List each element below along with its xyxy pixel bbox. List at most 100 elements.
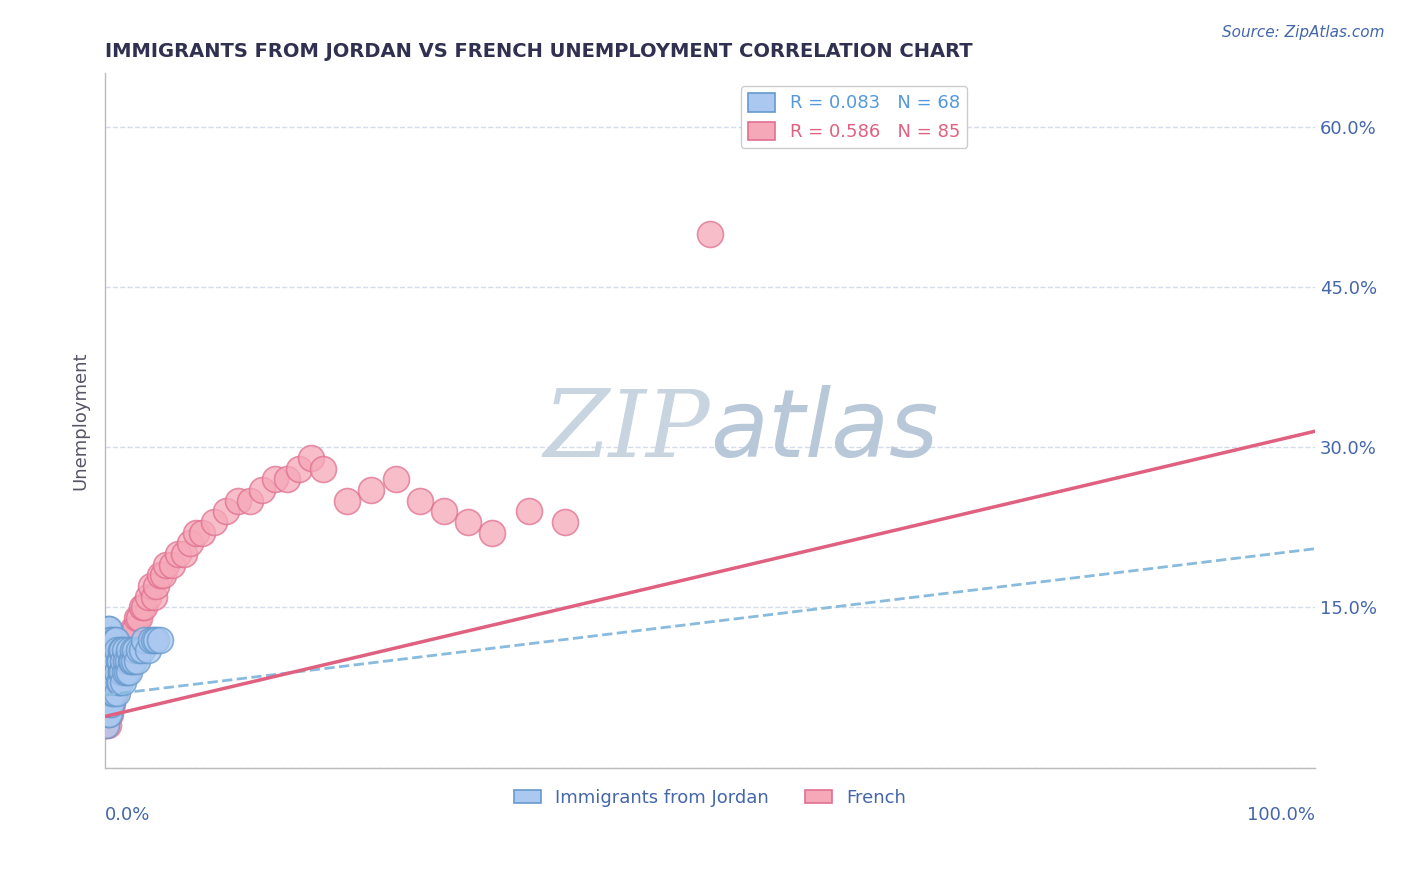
Point [276,472,298,486]
Y-axis label: Unemployment: Unemployment [72,351,89,490]
Point [104,686,127,700]
Point [457,515,479,529]
Point [100,697,122,711]
Point [107,665,129,679]
Point [108,675,131,690]
Point [98,654,121,668]
Point [111,654,134,668]
Point [152,568,174,582]
Point [103,665,125,679]
Point [105,654,128,668]
Point [100,654,122,668]
Point [100,675,122,690]
Point [141,632,163,647]
Point [103,665,125,679]
Point [110,643,132,657]
Point [312,461,335,475]
Point [360,483,382,497]
Point [98,632,121,647]
Point [110,665,132,679]
Point [141,579,163,593]
Point [98,665,121,679]
Point [100,697,122,711]
Point [131,643,153,657]
Point [699,227,721,241]
Point [173,547,195,561]
Point [124,643,146,657]
Point [103,643,125,657]
Point [97,643,120,657]
Point [101,643,124,657]
Point [97,665,120,679]
Point [96,675,118,690]
Point [142,632,165,647]
Point [97,707,120,722]
Point [110,643,132,657]
Point [149,568,172,582]
Point [115,665,138,679]
Legend: Immigrants from Jordan, French: Immigrants from Jordan, French [506,781,914,814]
Point [481,525,503,540]
Point [97,686,120,700]
Point [101,697,124,711]
Point [128,643,150,657]
Point [299,450,322,465]
Point [118,643,141,657]
Point [122,654,145,668]
Point [112,675,135,690]
Point [97,665,120,679]
Point [111,665,134,679]
Point [112,654,135,668]
Point [145,579,167,593]
Point [103,686,125,700]
Point [104,675,127,690]
Point [101,686,124,700]
Point [117,632,139,647]
Point [105,675,128,690]
Point [96,675,118,690]
Point [136,643,159,657]
Point [191,525,214,540]
Point [97,686,120,700]
Point [97,622,120,636]
Point [114,643,136,657]
Point [215,504,238,518]
Point [166,547,188,561]
Point [105,686,128,700]
Point [252,483,274,497]
Point [239,493,262,508]
Point [108,665,131,679]
Point [160,558,183,572]
Text: ZIP: ZIP [544,386,710,476]
Text: IMMIGRANTS FROM JORDAN VS FRENCH UNEMPLOYMENT CORRELATION CHART: IMMIGRANTS FROM JORDAN VS FRENCH UNEMPLO… [105,42,973,61]
Point [111,632,134,647]
Point [184,525,207,540]
Point [128,611,150,625]
Point [125,654,148,668]
Point [112,654,135,668]
Point [97,654,120,668]
Text: Source: ZipAtlas.com: Source: ZipAtlas.com [1222,25,1385,40]
Point [114,632,136,647]
Point [263,472,285,486]
Point [98,686,121,700]
Point [96,697,118,711]
Point [114,665,136,679]
Text: 100.0%: 100.0% [1247,805,1315,824]
Point [96,718,118,732]
Point [107,643,129,657]
Point [105,665,128,679]
Point [105,654,128,668]
Point [336,493,359,508]
Point [202,515,225,529]
Point [110,665,132,679]
Point [101,675,124,690]
Point [287,461,309,475]
Point [554,515,576,529]
Point [120,632,142,647]
Point [132,632,155,647]
Point [101,654,124,668]
Point [105,643,128,657]
Point [115,643,138,657]
Point [409,493,432,508]
